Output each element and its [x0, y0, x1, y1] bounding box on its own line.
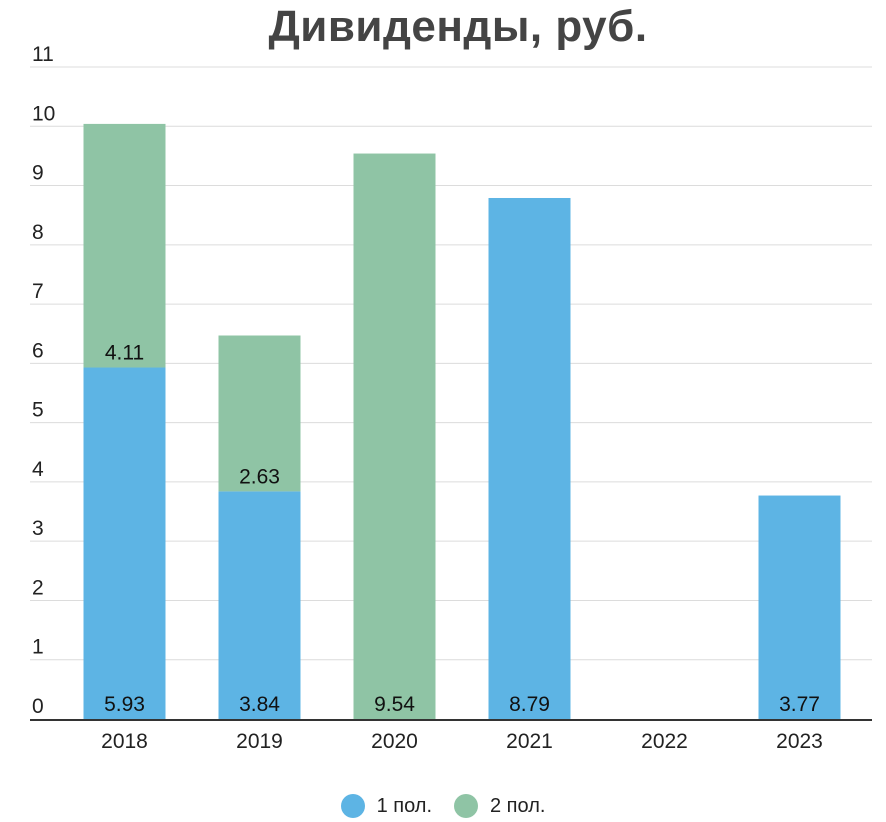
y-tick-label: 10	[32, 102, 55, 125]
bar-2019-series-2	[218, 335, 301, 492]
data-label: 8.79	[509, 693, 550, 716]
x-tick-label: 2021	[506, 730, 553, 753]
legend-item: 1 пол.	[340, 794, 432, 818]
y-tick-label: 11	[32, 43, 54, 66]
y-tick-label: 2	[32, 576, 44, 599]
x-axis-ticks: 2018 2019 2020 2021 2022 2023	[101, 730, 823, 753]
legend-swatch	[340, 794, 365, 818]
data-label: 3.84	[239, 693, 280, 716]
y-tick-label: 1	[32, 636, 44, 659]
data-label: 2.63	[239, 465, 280, 488]
x-tick-label: 2019	[236, 730, 283, 753]
chart-title: Дивиденды, руб.	[268, 2, 648, 51]
bar-2021-series-1	[488, 197, 571, 719]
data-label: 5.93	[104, 693, 145, 716]
bars	[83, 123, 841, 719]
legend-swatch	[454, 794, 478, 818]
y-tick-label: 0	[32, 695, 44, 718]
bar-2018-series-2	[83, 123, 166, 368]
bar-2019-series-1	[218, 491, 301, 719]
data-label: 3.77	[779, 693, 820, 716]
y-axis-ticks: 0 1 2 3 4 5 6 7 8 9 10 11	[32, 43, 55, 718]
x-tick-label: 2020	[371, 730, 418, 753]
legend-label: 2 пол.	[490, 794, 546, 817]
x-tick-label: 2018	[101, 730, 148, 753]
y-tick-label: 4	[32, 458, 44, 481]
bar-2023-series-1	[758, 495, 841, 719]
data-labels: 5.93 4.11 3.84 2.63 9.54 8.79 3.77	[104, 342, 820, 716]
data-label: 9.54	[374, 693, 415, 716]
y-tick-label: 3	[32, 517, 44, 540]
y-tick-label: 5	[32, 399, 44, 422]
bar-2020-series-2	[353, 153, 436, 719]
y-tick-label: 6	[32, 339, 44, 362]
y-tick-label: 9	[32, 162, 44, 185]
legend-item: 2 пол.	[454, 794, 545, 818]
x-tick-label: 2023	[776, 730, 823, 753]
legend: 1 пол. 2 пол.	[0, 790, 886, 822]
gridlines	[30, 66, 872, 661]
legend-label: 1 пол.	[376, 794, 432, 817]
y-tick-label: 7	[32, 280, 44, 303]
bar-2018-series-1	[83, 367, 166, 719]
data-label: 4.11	[105, 342, 144, 365]
x-tick-label: 2022	[641, 730, 688, 753]
y-tick-label: 8	[32, 221, 44, 244]
